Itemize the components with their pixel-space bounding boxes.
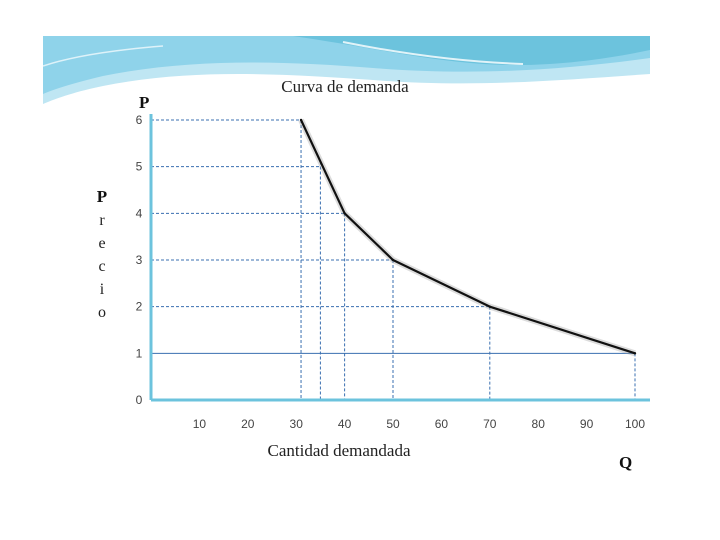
y-tick-1: 1 [136,346,143,360]
chart-title: Curva de demanda [281,77,409,96]
x-tick-labels: 10 20 30 40 50 60 70 80 90 100 [193,417,646,431]
x-tick-40: 40 [338,417,352,431]
slide-banner-decoration [43,36,650,104]
data-point [391,258,395,262]
y-axis-label-letter: r [99,212,105,229]
x-axis-letter: Q [619,453,632,472]
y-axis-letter: P [139,93,149,112]
y-tick-labels: 0 1 2 3 4 5 6 [136,113,143,407]
y-tick-6: 6 [136,113,143,127]
y-tick-2: 2 [136,300,143,314]
horizontal-guides [151,119,490,308]
y-axis-label-letter: i [100,281,105,298]
y-axis-label-letter: P [97,187,107,206]
data-point [633,352,637,355]
demand-curve-chart: Curva de demanda P Q Cantidad demandada … [97,77,650,472]
x-tick-20: 20 [241,417,255,431]
y-axis-label-letter: c [98,258,105,275]
y-tick-4: 4 [136,206,143,220]
demand-curve-line [300,119,636,355]
y-axis-label-letter: o [98,304,106,321]
x-tick-60: 60 [435,417,449,431]
y-tick-5: 5 [136,160,143,174]
x-tick-50: 50 [386,417,400,431]
x-axis-label: Cantidad demandada [267,441,410,460]
x-tick-70: 70 [483,417,497,431]
y-tick-0: 0 [136,393,143,407]
x-tick-10: 10 [193,417,207,431]
demand-curve-shadow [298,118,636,357]
data-point [299,118,303,122]
x-tick-100: 100 [625,417,645,431]
y-axis-label-letter: e [98,235,105,252]
x-tick-80: 80 [532,417,546,431]
x-tick-30: 30 [290,417,304,431]
data-point [488,305,491,308]
data-point [343,212,346,215]
x-tick-90: 90 [580,417,594,431]
slide: Curva de demanda P Q Cantidad demandada … [43,36,650,480]
y-tick-3: 3 [136,253,143,267]
demand-curve [298,118,637,357]
